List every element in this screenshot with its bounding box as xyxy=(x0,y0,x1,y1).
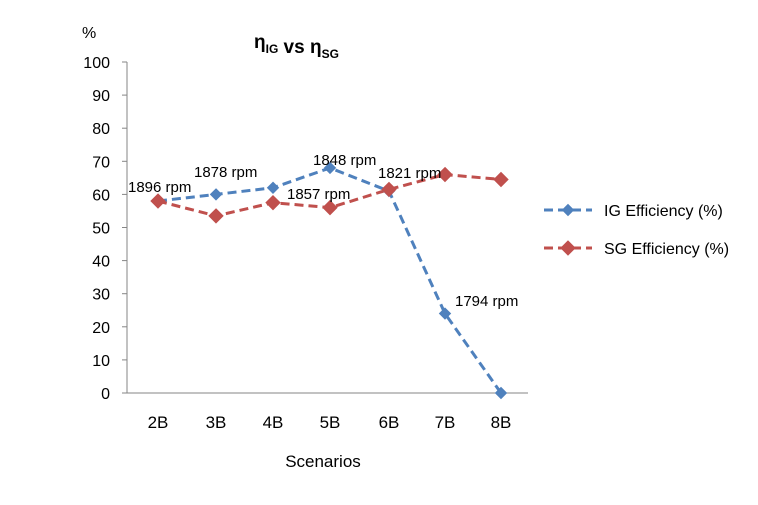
sg-efficiency-point xyxy=(208,208,224,224)
x-category-label: 8B xyxy=(491,413,512,432)
sg-efficiency-point xyxy=(150,193,166,209)
chart-title-part: η xyxy=(254,32,266,53)
y-axis-label: % xyxy=(82,25,96,42)
rpm-annotation: 1857 rpm xyxy=(287,186,350,203)
ig-efficiency-point xyxy=(438,307,452,320)
x-axis-title: Scenarios xyxy=(285,452,361,471)
ig-efficiency-point xyxy=(266,181,280,194)
y-tick-label: 60 xyxy=(92,187,110,204)
chart-title: ηIG vs ηSG xyxy=(254,32,339,61)
y-tick-label: 0 xyxy=(101,386,110,403)
legend-swatch-marker xyxy=(560,240,576,256)
rpm-annotation: 1821 rpm xyxy=(378,165,441,182)
x-category-label: 3B xyxy=(206,413,227,432)
y-tick-label: 100 xyxy=(83,55,110,72)
y-tick-label: 90 xyxy=(92,88,110,105)
ig-efficiency-point xyxy=(494,386,508,400)
chart-title-subscript: SG xyxy=(322,47,339,61)
legend-swatch-marker xyxy=(561,203,575,217)
sg-efficiency-point xyxy=(265,194,281,211)
x-category-label: 7B xyxy=(435,413,456,432)
chart-title-subscript: IG xyxy=(266,42,279,56)
sg-efficiency-point xyxy=(381,181,397,198)
sg-efficiency-point xyxy=(322,199,338,216)
sg-efficiency-point xyxy=(437,166,453,183)
rpm-annotation: 1896 rpm xyxy=(128,179,191,196)
rpm-annotation: 1848 rpm xyxy=(313,152,376,169)
x-category-label: 5B xyxy=(320,413,341,432)
x-category-label: 6B xyxy=(379,413,400,432)
x-category-label: 2B xyxy=(148,413,169,432)
ig-efficiency-point xyxy=(209,188,223,201)
y-tick-label: 10 xyxy=(92,353,110,370)
legend-label: IG Efficiency (%) xyxy=(604,203,723,220)
y-tick-label: 40 xyxy=(92,254,110,271)
y-tick-label: 70 xyxy=(92,154,110,171)
rpm-annotation: 1794 rpm xyxy=(455,293,518,310)
y-tick-label: 20 xyxy=(92,320,110,337)
x-category-label: 4B xyxy=(263,413,284,432)
y-tick-label: 80 xyxy=(92,121,110,138)
ig-efficiency-point xyxy=(323,161,337,175)
y-tick-label: 50 xyxy=(92,221,110,238)
rpm-annotation: 1878 rpm xyxy=(194,164,257,181)
legend-label: SG Efficiency (%) xyxy=(604,241,729,258)
sg-efficiency-point xyxy=(493,171,509,188)
chart-title-part: vs η xyxy=(278,37,321,58)
y-tick-label: 30 xyxy=(92,287,110,304)
